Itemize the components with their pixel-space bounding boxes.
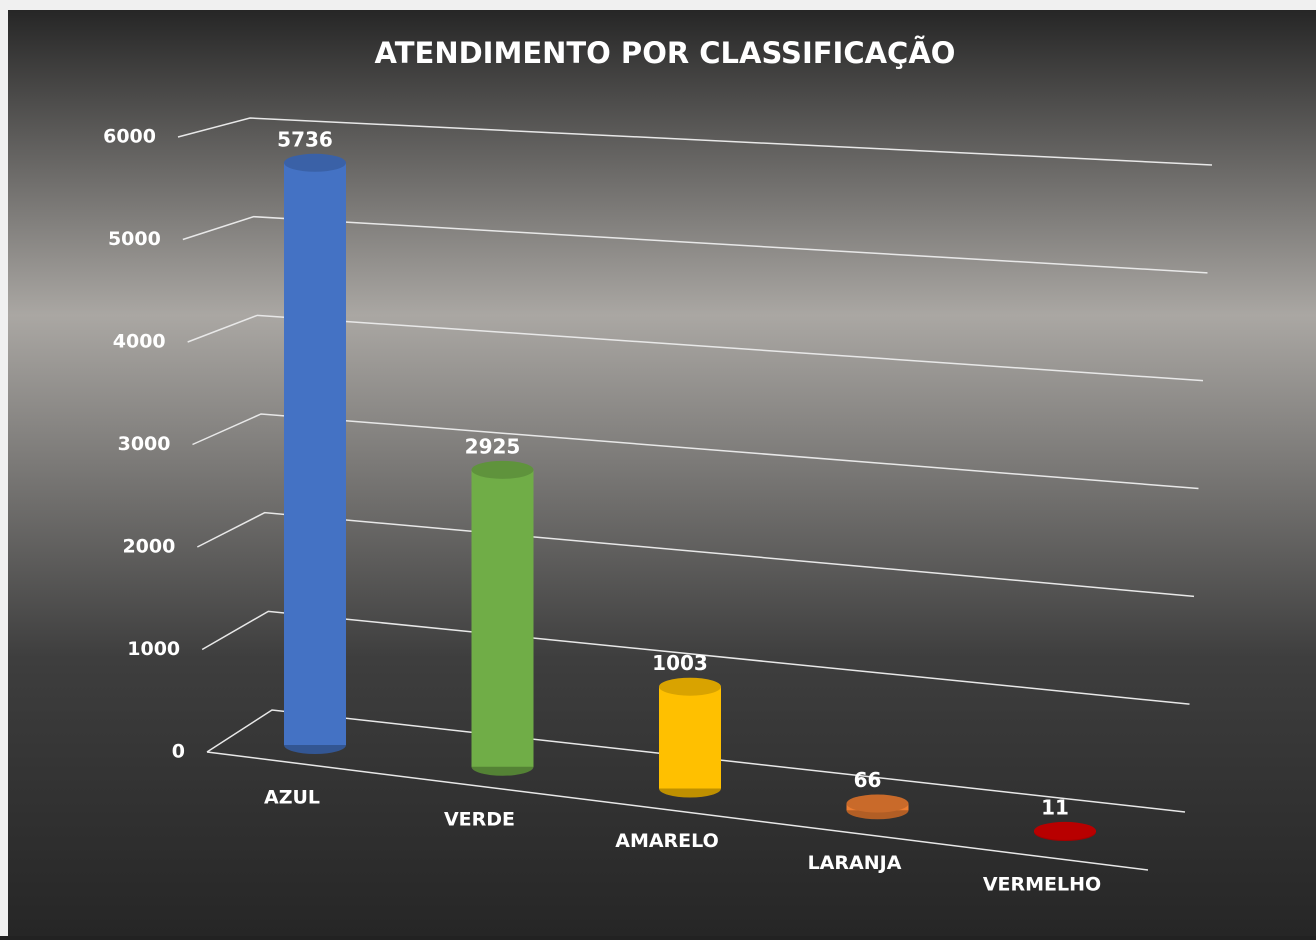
- value-label: 5736: [277, 127, 333, 151]
- bar: [1034, 821, 1096, 841]
- bar-body: [284, 162, 346, 745]
- bar: [846, 794, 909, 820]
- value-label: 1003: [652, 651, 708, 675]
- grid-line: [201, 610, 1190, 705]
- y-tick-label: 3000: [118, 433, 171, 455]
- value-label: 11: [1041, 795, 1069, 819]
- value-label: 2925: [465, 434, 521, 458]
- bar: [471, 460, 534, 776]
- y-tick-label: 1000: [127, 638, 180, 660]
- y-tick-label: 2000: [122, 536, 175, 558]
- chart-background: [8, 10, 1316, 936]
- chart-title: ATENDIMENTO POR CLASSIFICAÇÃO: [375, 36, 956, 70]
- bar-body: [659, 686, 721, 789]
- x-tick-label: VERDE: [444, 808, 515, 830]
- grid-line: [187, 314, 1204, 382]
- bar-top: [1034, 821, 1096, 840]
- y-tick-label: 5000: [108, 228, 161, 250]
- bar: [284, 153, 346, 754]
- grid-line: [206, 709, 1186, 813]
- bar: [659, 677, 721, 798]
- floor-edge: [206, 751, 1149, 871]
- x-tick-label: AMARELO: [615, 830, 719, 852]
- y-tick-label: 6000: [103, 126, 156, 148]
- y-tick-label: 0: [172, 741, 185, 763]
- x-tick-label: VERMELHO: [983, 874, 1101, 896]
- y-tick-label: 4000: [113, 331, 166, 353]
- x-tick-label: LARANJA: [808, 852, 902, 874]
- bar-top: [284, 153, 346, 172]
- grid-line: [182, 215, 1208, 274]
- bar-top: [659, 677, 721, 696]
- x-tick-label: AZUL: [264, 787, 320, 809]
- bar-top: [471, 460, 534, 479]
- bar-top: [846, 794, 909, 813]
- grid-line: [192, 413, 1199, 490]
- grid-line: [177, 117, 1213, 166]
- bar-body: [471, 469, 534, 767]
- value-label: 66: [854, 768, 882, 792]
- grid-line: [196, 511, 1195, 598]
